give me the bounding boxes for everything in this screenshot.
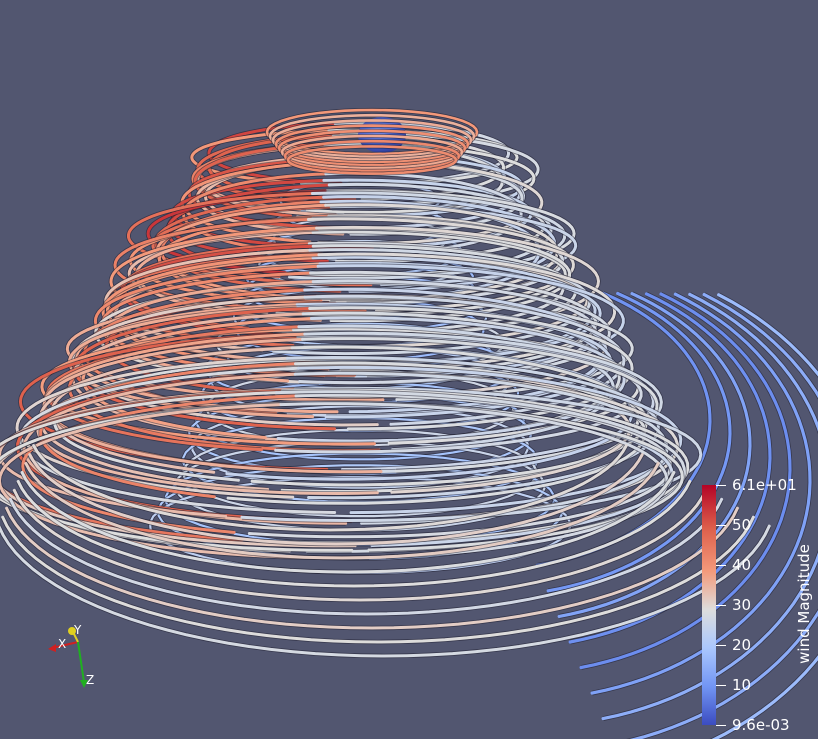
y-axis-arrow xyxy=(68,627,76,635)
top-ring-tube xyxy=(280,134,464,170)
streamline-tube xyxy=(301,337,659,473)
streamline-tube xyxy=(24,462,660,560)
z-axis-arrow xyxy=(80,680,88,688)
top-ring-tube xyxy=(271,119,473,161)
streamline-tube xyxy=(0,524,771,658)
streamline-tube xyxy=(711,293,818,739)
streamline-tube xyxy=(579,292,792,670)
x-axis-label: X xyxy=(58,637,66,651)
colorbar-gradient xyxy=(702,485,716,725)
streamline-tubes xyxy=(0,120,818,739)
top-ring-tube xyxy=(277,129,467,167)
streamline-tube xyxy=(557,292,752,618)
tick-20 xyxy=(716,645,726,646)
streamline-tube xyxy=(16,479,692,588)
colorbar-tick-label: 40 xyxy=(732,556,752,574)
top-ring-tube xyxy=(274,124,470,164)
streamline-tube xyxy=(297,324,615,452)
streamline-tube xyxy=(32,444,628,532)
streamline-tube xyxy=(308,306,634,431)
colorbar-max-label: 6.1e+01 xyxy=(732,476,797,494)
top-ring-tube xyxy=(268,113,476,159)
streamline-tube xyxy=(629,293,818,739)
colorbar-tick-label: 20 xyxy=(732,636,752,654)
tick-40 xyxy=(716,565,726,566)
color-legend: 6.1e+01 50 40 30 20 10 9.6e-03 xyxy=(700,477,818,733)
streamline-tube xyxy=(1,515,755,644)
streamline-tube xyxy=(28,453,644,546)
streamline-tube xyxy=(276,316,626,443)
top-streamline-rings xyxy=(264,107,480,176)
streamline-tube xyxy=(257,388,690,545)
tick-min xyxy=(716,725,726,726)
top-ring-tube xyxy=(286,145,458,175)
y-axis-label: Y xyxy=(73,623,82,637)
streamline-tube xyxy=(240,386,703,523)
streamline-tube xyxy=(0,403,371,560)
colorbar-tick-label: 30 xyxy=(732,596,752,614)
top-ring-tube xyxy=(283,139,461,173)
orientation-axes-widget: X Y Z xyxy=(40,620,110,700)
streamline-tube xyxy=(18,366,337,514)
streamline-tube xyxy=(279,402,669,559)
tick-30 xyxy=(716,605,726,606)
z-axis-line xyxy=(77,641,85,683)
streamline-tube xyxy=(8,497,724,616)
colorbar-title: wind Magnitude xyxy=(795,544,813,664)
streamline-tube xyxy=(101,253,330,371)
colorbar-min-label: 9.6e-03 xyxy=(732,716,790,734)
streamline-tube xyxy=(15,356,295,499)
streamline-tube xyxy=(590,292,812,695)
x-axis-line xyxy=(51,641,79,649)
streamline-tube xyxy=(12,488,708,602)
streamline-tube xyxy=(5,506,739,630)
tick-10 xyxy=(716,685,726,686)
streamline-tube xyxy=(546,291,732,593)
streamline-tube xyxy=(20,471,676,574)
colorbar-tick-label: 10 xyxy=(732,676,752,694)
tick-max xyxy=(716,485,726,486)
z-axis-label: Z xyxy=(86,673,94,687)
x-axis-arrow xyxy=(48,644,56,652)
streamline-tube xyxy=(21,394,298,534)
tick-50 xyxy=(716,525,726,526)
colorbar-tick-label: 50 xyxy=(732,516,752,534)
